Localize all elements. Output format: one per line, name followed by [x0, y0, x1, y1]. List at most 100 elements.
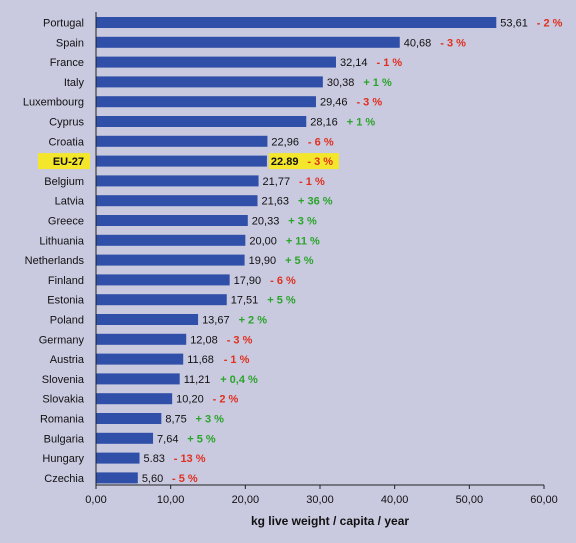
bar: [96, 432, 154, 444]
change-label: - 1 %: [299, 176, 325, 188]
category-label: Germany: [39, 334, 85, 346]
value-label: 20,00: [249, 235, 277, 247]
value-label: 21,63: [262, 196, 290, 208]
value-label: 5,60: [142, 473, 163, 485]
change-label: - 2 %: [213, 394, 239, 406]
category-label: Netherlands: [25, 255, 85, 267]
value-label: 20,33: [252, 216, 280, 228]
x-tick-label: 0,00: [85, 494, 106, 506]
category-label: Italy: [64, 77, 85, 89]
change-label: + 11 %: [286, 235, 320, 247]
value-label: 53,61: [500, 18, 528, 30]
value-label: 8,75: [165, 414, 186, 426]
value-label: 22.89: [271, 156, 299, 168]
category-label: Slovenia: [42, 374, 85, 386]
bar: [96, 294, 227, 306]
value-label: 11,68: [187, 354, 214, 366]
bar-row: Croatia 22,96 - 6 %: [49, 135, 334, 148]
highlight-label-band: [38, 153, 90, 170]
bar-row: Romania 8,75 + 3 %: [40, 413, 224, 426]
change-label: - 6 %: [270, 275, 296, 287]
change-label: - 5 %: [172, 473, 198, 485]
category-label: Austria: [50, 354, 85, 366]
category-label: Poland: [50, 315, 84, 327]
bar-row: Finland 17,90 - 6 %: [48, 274, 296, 287]
bar-row: Hungary 5.83 - 13 %: [42, 452, 206, 465]
x-tick-label: 60,00: [530, 494, 558, 506]
bar-row: Slovakia 10,20 - 2 %: [42, 393, 239, 406]
change-label: + 3 %: [196, 414, 225, 426]
value-label: 28,16: [310, 117, 338, 129]
change-label: - 1 %: [376, 57, 402, 69]
x-tick-label: 50,00: [456, 494, 484, 506]
category-label: Estonia: [47, 295, 85, 307]
bar-row: Luxembourg 29,46 - 3 %: [23, 96, 382, 109]
bar-row: Czechia 5,60 - 5 %: [44, 472, 198, 485]
highlight-value-band: [268, 153, 339, 170]
category-label: Lithuania: [39, 235, 85, 247]
value-label: 5.83: [144, 453, 165, 465]
category-label: EU-27: [53, 156, 84, 168]
change-label: - 3 %: [356, 97, 382, 109]
bar: [96, 333, 187, 345]
bar-row: Bulgaria 7,64 + 5 %: [44, 432, 216, 445]
bar: [96, 234, 246, 246]
change-label: - 3 %: [440, 37, 466, 49]
category-label: Hungary: [42, 453, 84, 465]
value-label: 17,90: [234, 275, 262, 287]
category-label: Cyprus: [49, 117, 84, 129]
bar-row: Cyprus 28,16 + 1 %: [49, 116, 375, 129]
change-label: - 3 %: [227, 334, 253, 346]
category-label: Czechia: [44, 473, 85, 485]
change-label: + 36 %: [298, 196, 333, 208]
bar-row: EU-27 22.89 - 3 %: [38, 153, 339, 170]
value-label: 7,64: [157, 433, 178, 445]
bar-row: Estonia 17,51 + 5 %: [47, 294, 296, 307]
value-label: 12,08: [190, 334, 218, 346]
bar-row: Germany 12,08 - 3 %: [39, 333, 253, 346]
bar-row: Italy 30,38 + 1 %: [64, 76, 392, 89]
x-tick-label: 20,00: [232, 494, 260, 506]
bar: [96, 472, 138, 484]
bar-row: Belgium 21,77 - 1 %: [44, 175, 325, 188]
category-label: France: [50, 57, 84, 69]
value-label: 17,51: [231, 295, 259, 307]
category-label: Finland: [48, 275, 84, 287]
bar-rows: Portugal 53,61 - 2 % Spain 40,68 - 3 % France 3…: [23, 17, 563, 485]
bar: [96, 393, 173, 405]
change-label: + 2 %: [239, 315, 268, 327]
value-label: 40,68: [404, 37, 432, 49]
bar-row: Austria 11,68 - 1 %: [50, 353, 250, 366]
bar-row: France 32,14 - 1 %: [50, 56, 402, 69]
bar: [96, 76, 323, 88]
category-label: Slovakia: [42, 394, 84, 406]
change-label: + 5 %: [267, 295, 296, 307]
x-tick-label: 30,00: [306, 494, 334, 506]
bar: [96, 373, 180, 385]
change-label: - 13 %: [174, 453, 206, 465]
category-label: Luxembourg: [23, 97, 84, 109]
category-label: Romania: [40, 414, 85, 426]
bar-row: Slovenia 11,21 + 0,4 %: [42, 373, 258, 386]
change-label: + 1 %: [347, 117, 376, 129]
bar: [96, 17, 497, 28]
category-label: Bulgaria: [44, 433, 85, 445]
change-label: + 5 %: [187, 433, 216, 445]
category-label: Belgium: [44, 176, 84, 188]
category-label: Croatia: [49, 136, 85, 148]
value-label: 19,90: [249, 255, 277, 267]
value-label: 30,38: [327, 77, 355, 89]
bar-row: Greece 20,33 + 3 %: [48, 215, 317, 228]
bar: [96, 56, 336, 68]
x-tick-label: 40,00: [381, 494, 409, 506]
bar: [96, 314, 199, 325]
bar-row: Netherlands 19,90 + 5 %: [25, 254, 314, 267]
bar: [96, 116, 307, 127]
bar: [96, 274, 230, 286]
change-label: + 1 %: [363, 77, 392, 89]
category-label: Portugal: [43, 18, 84, 30]
change-label: - 3 %: [307, 156, 333, 168]
change-label: + 3 %: [288, 216, 317, 228]
bar-row: Latvia 21,63 + 36 %: [55, 195, 333, 208]
